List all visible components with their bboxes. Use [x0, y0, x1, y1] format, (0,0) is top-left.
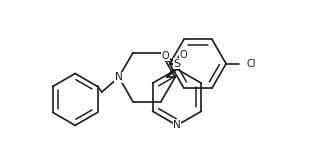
Text: Cl: Cl	[246, 59, 256, 69]
Text: O: O	[179, 50, 187, 60]
Text: N: N	[115, 72, 123, 82]
Text: N: N	[173, 120, 181, 130]
Text: S: S	[173, 59, 180, 69]
Text: O: O	[161, 51, 169, 61]
